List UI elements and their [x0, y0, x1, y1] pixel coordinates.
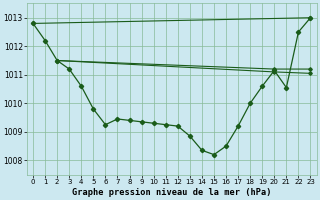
- X-axis label: Graphe pression niveau de la mer (hPa): Graphe pression niveau de la mer (hPa): [72, 188, 272, 197]
